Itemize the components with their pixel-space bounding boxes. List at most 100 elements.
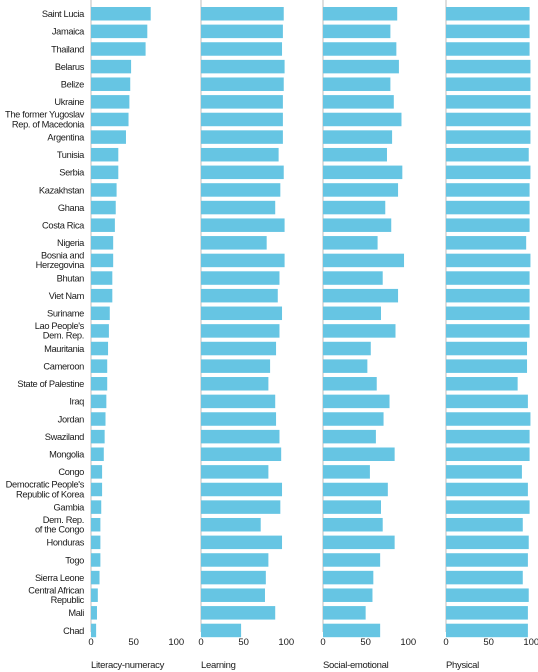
- bar-literacy-numeracy-state-of-palestine: [91, 377, 108, 391]
- bar-social-emotional-argentina: [323, 130, 393, 144]
- bar-literacy-numeracy-ghana: [91, 200, 116, 215]
- bar-learning-ukraine: [201, 95, 283, 109]
- bar-learning-sierra-leone: [201, 570, 266, 585]
- bar-physical-jamaica: [446, 24, 530, 39]
- bar-learning-jamaica: [201, 24, 283, 39]
- bar-physical-ukraine: [446, 95, 531, 109]
- bar-physical-nigeria: [446, 236, 527, 250]
- category-label-tunisia: Tunisia: [57, 150, 85, 160]
- bar-physical-saint-lucia: [446, 7, 530, 21]
- bar-literacy-numeracy-togo: [91, 553, 101, 567]
- tick-label: 0: [88, 637, 93, 648]
- bar-physical-iraq: [446, 394, 528, 409]
- bar-learning-dem-rep-of-the-congo: [201, 517, 261, 532]
- bar-learning-suriname: [201, 306, 283, 321]
- bar-learning-mauritania: [201, 341, 277, 356]
- bar-literacy-numeracy-serbia: [91, 165, 119, 180]
- panel-learning: 0 50 100 Learning: [198, 0, 294, 671]
- bar-physical-mongolia: [446, 447, 530, 461]
- category-label-argentina: Argentina: [47, 132, 85, 142]
- tick-label: 50: [483, 637, 494, 648]
- tick-label: 0: [320, 637, 325, 648]
- bar-literacy-numeracy-saint-lucia: [91, 7, 151, 21]
- bar-learning-belarus: [201, 59, 285, 74]
- category-label-honduras: Honduras: [46, 538, 84, 548]
- category-label-suriname: Suriname: [47, 309, 84, 319]
- bar-physical-lao-people-s-dem-rep: [446, 324, 530, 338]
- category-label-mongolia: Mongolia: [49, 450, 85, 460]
- tick-label: 100: [168, 637, 184, 648]
- category-label-iraq: Iraq: [69, 397, 84, 407]
- bar-physical-togo: [446, 553, 528, 567]
- bar-physical-swaziland: [446, 429, 530, 444]
- bar-learning-the-former-yugoslav-rep-of-macedonia: [201, 112, 283, 127]
- category-label-nigeria: Nigeria: [57, 238, 85, 248]
- bar-social-emotional-tunisia: [323, 147, 387, 162]
- category-label-central-african-republic: Central African Republic: [28, 585, 84, 605]
- category-label-jordan: Jordan: [58, 414, 85, 424]
- bar-literacy-numeracy-democratic-people-s-republic-of-korea: [91, 482, 103, 497]
- bar-literacy-numeracy-iraq: [91, 394, 107, 409]
- bar-social-emotional-central-african-republic: [323, 588, 373, 602]
- bar-physical-viet-nam: [446, 288, 530, 303]
- category-label-mali: Mali: [68, 608, 84, 618]
- bar-learning-bosnia-and-herzegovina: [201, 253, 285, 268]
- bar-social-emotional-mongolia: [323, 447, 395, 461]
- panel-title: Learning: [201, 660, 236, 671]
- bar-social-emotional-swaziland: [323, 429, 376, 444]
- bar-social-emotional-sierra-leone: [323, 570, 374, 585]
- bar-learning-belize: [201, 77, 284, 91]
- bar-learning-cameroon: [201, 359, 271, 373]
- bar-physical-congo: [446, 465, 522, 479]
- category-label-democratic-people-s-republic-of-korea: Democratic People's Republic of Korea: [6, 480, 85, 500]
- category-label-mauritania: Mauritania: [44, 344, 85, 354]
- bar-physical-kazakhstan: [446, 183, 530, 197]
- bar-learning-serbia: [201, 165, 284, 180]
- tick-label: 0: [443, 637, 448, 648]
- bar-social-emotional-suriname: [323, 306, 381, 321]
- bar-literacy-numeracy-chad: [91, 623, 97, 638]
- bar-social-emotional-cameroon: [323, 359, 368, 373]
- bar-social-emotional-lao-people-s-dem-rep: [323, 324, 396, 338]
- bar-social-emotional-mauritania: [323, 341, 371, 356]
- panel-title: Physical: [446, 660, 479, 671]
- bar-social-emotional-belarus: [323, 59, 399, 74]
- bar-physical-mauritania: [446, 341, 528, 356]
- bar-learning-viet-nam: [201, 288, 278, 303]
- bar-physical-argentina: [446, 130, 531, 144]
- category-label-belize: Belize: [61, 80, 84, 90]
- bar-social-emotional-ghana: [323, 200, 386, 215]
- bar-learning-bhutan: [201, 271, 280, 285]
- panel-social-emotional: 0 50 100 Social-emotional: [320, 0, 416, 671]
- bar-literacy-numeracy-lao-people-s-dem-rep: [91, 324, 109, 338]
- bar-social-emotional-jamaica: [323, 24, 391, 39]
- category-label-bosnia-and-herzegovina: Bosnia and Herzegovina: [36, 251, 86, 271]
- tick-label: 100: [523, 637, 538, 648]
- bar-physical-mali: [446, 606, 528, 620]
- bar-physical-thailand: [446, 42, 530, 56]
- category-label-swaziland: Swaziland: [45, 432, 84, 442]
- bar-physical-belarus: [446, 59, 531, 74]
- bar-literacy-numeracy-central-african-republic: [91, 588, 98, 602]
- category-label-sierra-leone: Sierra Leone: [35, 573, 84, 583]
- bar-learning-democratic-people-s-republic-of-korea: [201, 482, 283, 497]
- category-label-the-former-yugoslav-rep-of-macedonia: The former Yugoslav Rep. of Macedonia: [5, 110, 85, 130]
- panel-literacy-numeracy: 0 50 100 Literacy-numeracy: [88, 0, 184, 671]
- bar-social-emotional-kazakhstan: [323, 183, 399, 197]
- bar-physical-chad: [446, 623, 528, 638]
- bar-literacy-numeracy-costa-rica: [91, 218, 115, 232]
- category-label-ghana: Ghana: [58, 203, 85, 213]
- bar-physical-gambia: [446, 500, 530, 514]
- bar-social-emotional-togo: [323, 553, 381, 567]
- bar-learning-ghana: [201, 200, 276, 215]
- bar-physical-central-african-republic: [446, 588, 529, 602]
- bar-learning-congo: [201, 465, 269, 479]
- bar-literacy-numeracy-nigeria: [91, 236, 114, 250]
- bar-physical-costa-rica: [446, 218, 530, 232]
- bar-social-emotional-ukraine: [323, 95, 394, 109]
- bar-physical-honduras: [446, 535, 529, 550]
- category-label-lao-people-s-dem-rep: Lao People's Dem. Rep.: [35, 321, 85, 341]
- bar-social-emotional-costa-rica: [323, 218, 392, 232]
- bar-social-emotional-belize: [323, 77, 391, 91]
- bar-learning-costa-rica: [201, 218, 285, 232]
